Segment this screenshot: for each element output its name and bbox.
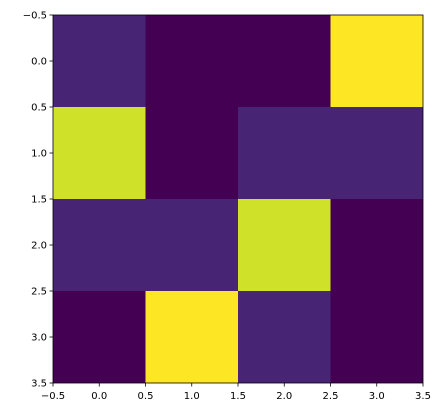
heatmap-cell	[145, 15, 238, 107]
heatmap-cell	[238, 291, 331, 383]
heatmap-cell	[145, 107, 238, 199]
x-tick-label: 3.0	[369, 391, 385, 402]
x-tick-label: −0.5	[41, 391, 65, 402]
y-tick-label: 2.5	[31, 287, 47, 298]
y-tick-label: 0.0	[31, 57, 47, 68]
heatmap-cell	[330, 15, 423, 107]
heatmap-cell	[330, 291, 423, 383]
x-tick-label: 1.0	[184, 391, 200, 402]
heatmap-cell	[238, 199, 331, 291]
heatmap-cell	[145, 199, 238, 291]
heatmap-cell	[53, 107, 146, 199]
heatmap-cell	[330, 199, 423, 291]
y-tick-label: 2.0	[31, 241, 47, 252]
heatmap-cell	[238, 107, 331, 199]
heatmap-cell	[53, 15, 146, 107]
heatmap-cell	[238, 15, 331, 107]
heatmap-cell	[330, 107, 423, 199]
x-tick-label: 3.5	[415, 391, 431, 402]
y-tick-label: 1.5	[31, 195, 47, 206]
x-tick-label: 0.0	[91, 391, 107, 402]
y-tick-label: −0.5	[23, 11, 47, 22]
y-tick-label: 3.0	[31, 333, 47, 344]
heatmap-cell	[145, 291, 238, 383]
heatmap-cell	[53, 199, 146, 291]
x-tick-label: 2.5	[323, 391, 339, 402]
y-tick-label: 0.5	[31, 103, 47, 114]
x-tick-label: 1.5	[230, 391, 246, 402]
heatmap-cell	[53, 291, 146, 383]
x-tick-label: 2.0	[276, 391, 292, 402]
y-tick-label: 3.5	[31, 379, 47, 390]
y-tick-label: 1.0	[31, 149, 47, 160]
x-tick-label: 0.5	[138, 391, 154, 402]
